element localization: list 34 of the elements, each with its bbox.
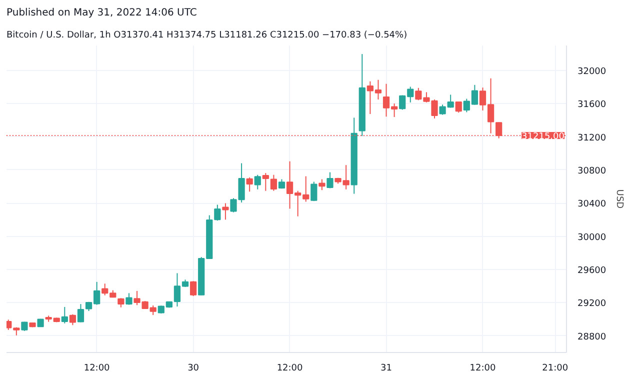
- y-tick-label: 32000: [578, 66, 606, 77]
- candlestick: [262, 172, 269, 192]
- x-tick-label: 12:00: [276, 364, 304, 374]
- candlestick: [222, 202, 229, 220]
- candlestick: [318, 178, 326, 191]
- candlestick: [69, 314, 76, 326]
- y-tick-label: 29200: [578, 299, 606, 310]
- candlestick: [455, 101, 462, 114]
- candlestick: [6, 319, 12, 330]
- chart-subtitle: Bitcoin / U.S. Dollar, 1h O31370.41 H31374.75 L31181.26 C31215.00 −170.83 (−0.54%): [6, 30, 408, 40]
- y-tick-label: 29600: [578, 266, 606, 276]
- y-tick-label: 28800: [578, 332, 606, 342]
- candlestick: [61, 306, 68, 324]
- y-tick-label: 31600: [578, 100, 606, 110]
- x-tick-label: 30: [188, 364, 200, 374]
- candlestick: [118, 298, 124, 308]
- y-tick-label: 30800: [578, 166, 606, 176]
- candlestick: [246, 176, 253, 192]
- candlestick: [190, 280, 197, 297]
- y-tick-label: 30400: [578, 200, 606, 210]
- candlestick: [254, 174, 261, 190]
- x-tick-label: 12:00: [470, 364, 496, 374]
- x-tick-label: 12:00: [84, 364, 110, 374]
- y-tick-label: 30000: [578, 232, 606, 243]
- y-axis-title: USD: [614, 189, 624, 209]
- candlestick: [126, 292, 132, 306]
- chart-title: Published on May 31, 2022 14:06 UTC: [6, 8, 197, 18]
- candlestick: [326, 172, 334, 189]
- candlestick: [270, 174, 278, 192]
- candlestick: [77, 304, 84, 323]
- candlestick: [310, 181, 318, 202]
- x-tick-label: 21:00: [542, 364, 568, 374]
- y-tick-label: 31200: [578, 133, 606, 144]
- x-tick-label: 31: [380, 364, 392, 374]
